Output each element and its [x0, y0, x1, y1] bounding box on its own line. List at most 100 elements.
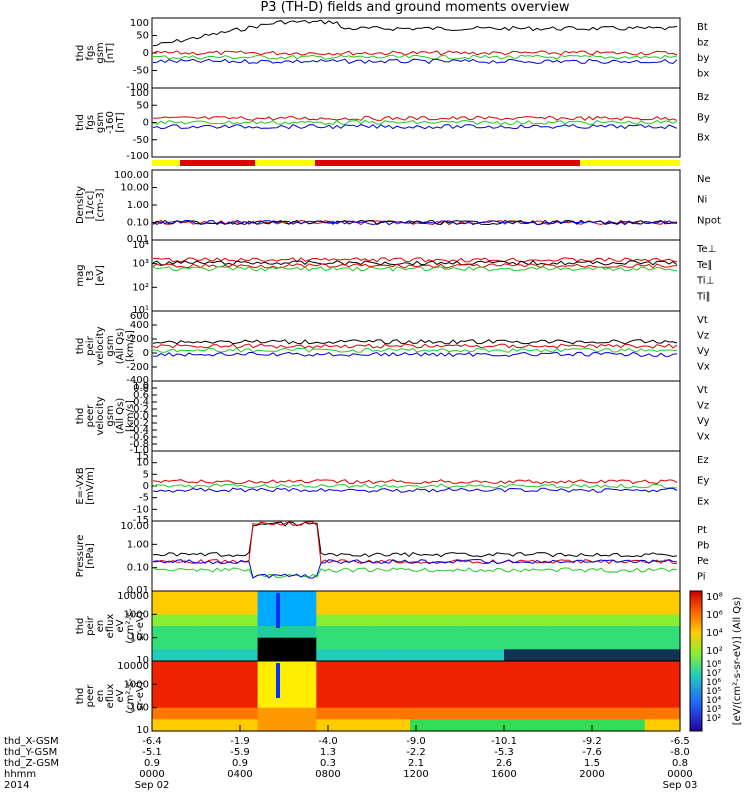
spec-cell: [615, 614, 622, 627]
spec-cell: [228, 672, 235, 685]
spec-cell: [175, 672, 182, 685]
spec-cell: [257, 719, 265, 732]
y-axis-label: Density: [75, 186, 86, 224]
spec-cell: [674, 672, 681, 685]
spec-cell: [580, 707, 587, 720]
spec-cell: [662, 661, 669, 674]
spec-cell: [451, 696, 458, 709]
y-tick-label: 1000: [124, 609, 149, 620]
spec-cell: [597, 602, 605, 615]
spec-cell: [163, 684, 171, 697]
spec-cell: [427, 696, 435, 709]
y-tick-label: 50: [136, 100, 149, 111]
spec-cell: [357, 626, 364, 639]
spec-cell: [562, 696, 570, 709]
spec-cell: [592, 626, 599, 639]
spec-cell: [357, 696, 364, 709]
spec-cell: [210, 602, 218, 615]
spec-cell: [574, 649, 581, 662]
spec-cell: [204, 661, 212, 674]
spec-cell: [263, 707, 270, 720]
spec-cell: [674, 637, 681, 650]
spec-cell: [650, 672, 658, 685]
spec-cell: [339, 719, 347, 732]
spec-cell: [597, 614, 605, 627]
spec-cell: [427, 684, 435, 697]
spec-cell: [392, 637, 399, 650]
y-axis-label: velocity: [95, 396, 106, 435]
spec-cell: [574, 696, 581, 709]
spec-cell: [363, 661, 370, 674]
colorbar-tick: 10³: [706, 705, 721, 715]
spec-cell: [234, 696, 241, 709]
spec-cell: [169, 719, 177, 732]
x-tick-label: 0.9: [144, 758, 160, 769]
spec-cell: [597, 696, 605, 709]
spec-cell: [644, 602, 652, 615]
spec-cell: [286, 602, 294, 615]
spec-cell: [328, 649, 335, 662]
spec-cell: [392, 684, 399, 697]
y-tick-label: -50: [133, 135, 149, 146]
colorbar-tick: 10⁴: [706, 628, 723, 639]
spec-cell: [345, 626, 353, 639]
spec-cell: [644, 661, 652, 674]
spec-cell: [445, 637, 452, 650]
spec-cell: [439, 661, 446, 674]
spec-cell: [193, 626, 200, 639]
spec-cell: [486, 649, 493, 662]
spec-cell: [486, 661, 493, 674]
spec-cell: [539, 684, 546, 697]
spec-cell: [222, 672, 229, 685]
x-tick-label: 0800: [315, 769, 340, 780]
spec-cell: [193, 614, 200, 627]
spec-cell: [374, 591, 382, 604]
x-row-label: hhmm: [4, 769, 36, 780]
colorbar-tick: 10²: [706, 714, 721, 724]
spec-cell: [251, 707, 259, 720]
spec-cell: [609, 661, 617, 674]
spec-cell: [586, 637, 593, 650]
x-tick-label: -10.1: [491, 736, 517, 747]
spec-cell: [380, 614, 388, 627]
spec-cell: [339, 672, 347, 685]
spec-cell: [492, 661, 499, 674]
spec-cell: [328, 614, 335, 627]
spec-cell: [169, 696, 177, 709]
spec-cell: [627, 602, 634, 615]
y-axis-label: (cm²-s-: [125, 608, 136, 644]
spec-cell: [328, 707, 335, 720]
spec-cell: [457, 649, 464, 662]
spec-cell: [169, 649, 177, 662]
spec-cell: [198, 696, 206, 709]
spec-cell: [345, 649, 353, 662]
spec-cell: [333, 684, 341, 697]
mode-bar-red-2: [315, 160, 580, 166]
spec-cell: [550, 614, 558, 627]
spec-cell: [621, 626, 628, 639]
spec-cell: [498, 649, 505, 662]
spec-cell: [322, 637, 329, 650]
spec-cell: [480, 626, 487, 639]
spec-cell: [251, 591, 259, 604]
series-Pi: [152, 558, 678, 579]
y-tick-label: 100: [130, 703, 149, 714]
spec-cell: [603, 591, 611, 604]
spec-cell: [333, 649, 341, 662]
spec-cell: [333, 637, 341, 650]
spec-cell: [504, 672, 511, 685]
spec-cell: [222, 684, 229, 697]
spec-cell: [656, 696, 663, 709]
spec-cell: [633, 602, 640, 615]
spec-cell: [539, 696, 546, 709]
spec-cell: [627, 707, 634, 720]
spec-cell: [386, 672, 394, 685]
legend-entry: Ni: [697, 195, 707, 206]
spec-cell: [234, 626, 241, 639]
spec-cell: [339, 661, 347, 674]
spec-cell: [562, 719, 570, 732]
legend-entry: Vy: [697, 416, 710, 427]
spec-cell: [269, 626, 276, 639]
x-tick-label: 0.9: [232, 758, 248, 769]
spec-cell: [316, 672, 323, 685]
